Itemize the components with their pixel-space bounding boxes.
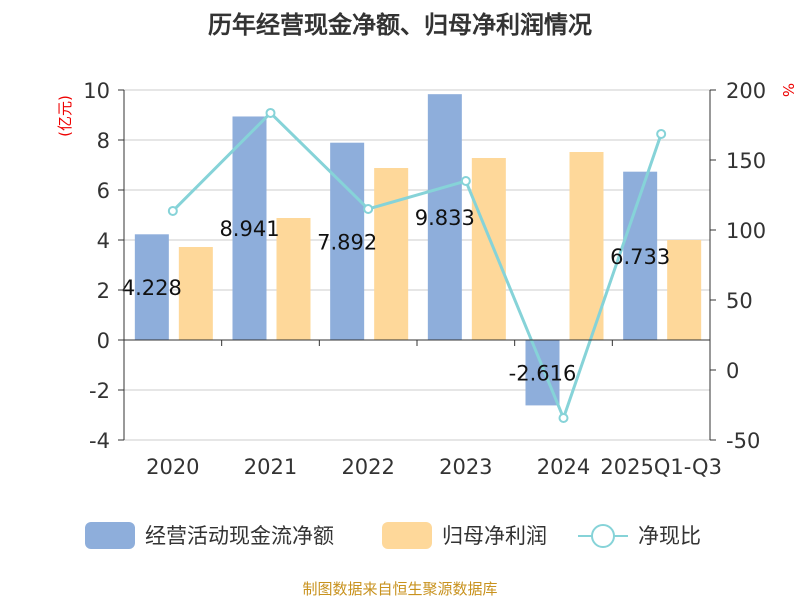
ratio-point [460,176,471,186]
source-note: 制图数据来自恒生聚源数据库 [302,580,497,598]
x-tick-label: 2024 [537,455,590,479]
legend-label-ratio: 净现比 [638,524,701,548]
y2-tick-label: 100 [726,219,766,243]
y-tick-label: -2 [89,379,110,403]
bar-profit [471,158,506,340]
y-tick-label: 8 [97,129,110,153]
bar-cashflow [427,94,462,340]
y2-tick-label: 200 [726,79,766,103]
x-tick-label: 2020 [146,455,199,479]
y2-axis-label: % [779,83,797,97]
legend-swatch-profit [382,522,432,549]
y-tick-label: 6 [97,179,110,203]
x-tick-label: 2021 [244,455,297,479]
y-axis-label: (亿元) [56,95,74,137]
data-label-cashflow: 8.941 [219,217,279,241]
y-tick-label: -4 [89,429,110,453]
y2-tick-label: -50 [726,429,760,453]
y-tick-label: 4 [97,229,110,253]
y-tick-label: 2 [97,279,110,303]
bar-profit [178,247,213,340]
y-tick-label: 0 [97,329,110,353]
ratio-line [171,110,663,423]
legend-label-cashflow: 经营活动现金流净额 [145,524,334,548]
ratio-point [167,205,178,216]
bar-profit [276,218,311,340]
y2-tick-label: 50 [726,289,753,313]
x-tick-label: 2025Q1-Q3 [600,455,722,479]
ratio-point [265,107,276,118]
data-label-cashflow: 7.892 [317,230,377,254]
legend-marker-ratio [591,524,615,548]
ratio-point [558,413,569,424]
data-label-cashflow: 6.733 [610,245,670,269]
bar-cashflow [232,116,267,340]
x-tick-label: 2022 [341,455,394,479]
bar-cashflow [623,171,658,340]
legend-swatch-cashflow [85,522,135,549]
bar-cashflow [134,234,169,340]
legend-label-profit: 归母净利润 [442,524,547,548]
ratio-point [363,204,374,214]
legend: 经营活动现金流净额 归母净利润 净现比 [85,522,701,549]
y-tick-label: 10 [83,79,110,103]
data-label-cashflow: 9.833 [415,206,475,230]
bar-profit [374,168,409,340]
y2-tick-label: 150 [726,149,766,173]
bar-profit [569,152,604,340]
data-label-cashflow: -2.616 [509,362,577,386]
data-label-cashflow: 4.228 [122,276,182,300]
x-tick-label: 2023 [439,455,492,479]
y2-tick-label: 0 [726,359,739,383]
bar-profit [667,240,702,340]
chart-title: 历年经营现金净额、归母净利润情况 [208,11,592,39]
ratio-point [656,128,667,139]
